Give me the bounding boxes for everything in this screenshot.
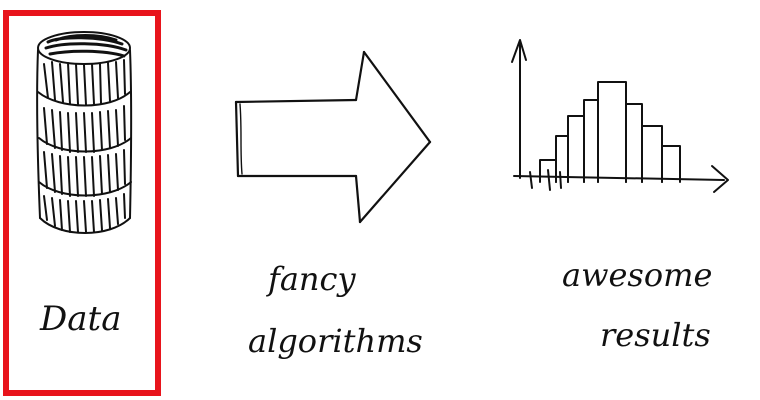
database-cylinder-icon (36, 31, 133, 234)
awesome-label: awesome (562, 256, 712, 294)
histogram-icon (511, 39, 729, 193)
highlight-frame (3, 10, 161, 396)
data-label: Data (39, 299, 121, 339)
results-label: results (600, 316, 711, 354)
algorithms-label: algorithms (248, 322, 423, 360)
right-arrow-icon (234, 50, 432, 224)
fancy-label: fancy (266, 260, 356, 298)
